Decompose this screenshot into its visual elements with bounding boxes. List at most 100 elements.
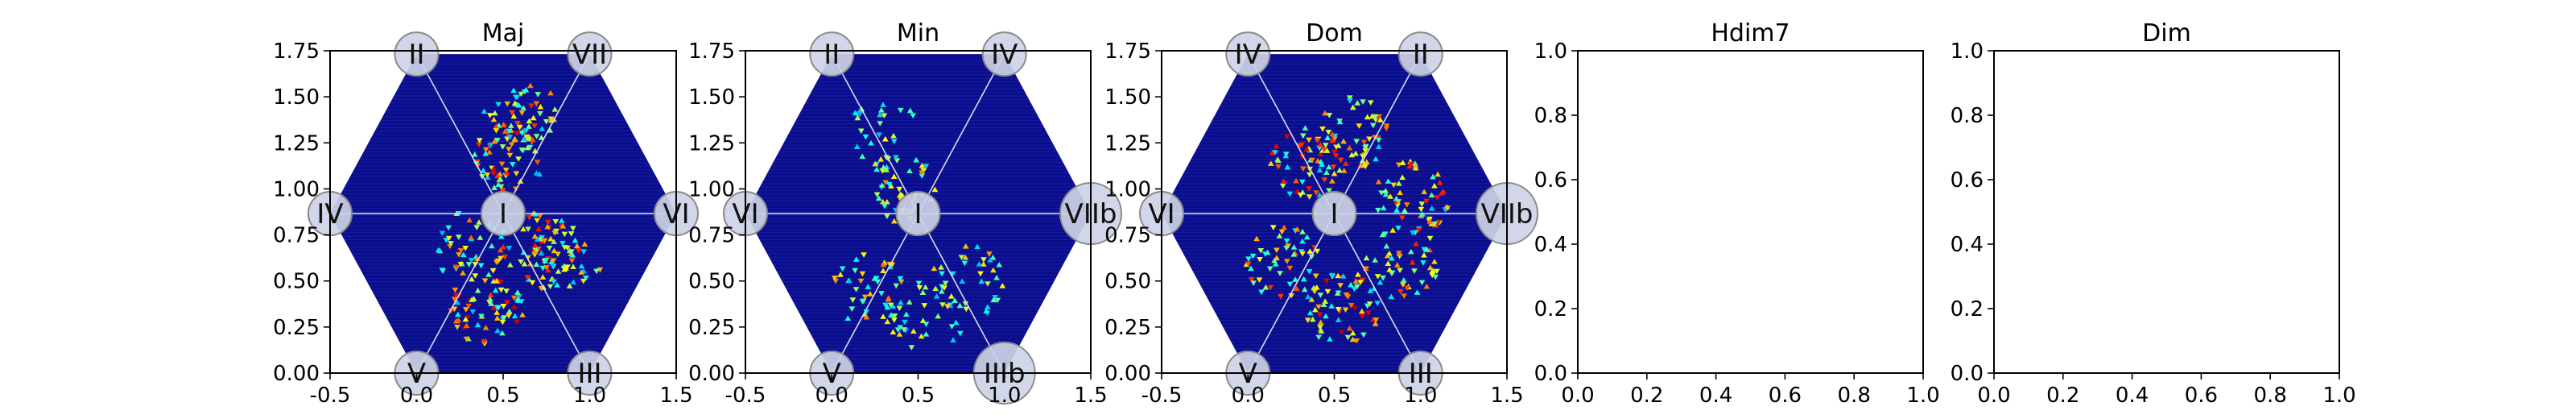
heat-cell [919,162,926,168]
heat-cell [1321,177,1328,183]
x-tick-label: 0.2 [1630,384,1663,408]
heat-cell [1245,261,1252,268]
vertex-node: II [1397,31,1443,77]
heat-cell [1314,248,1321,255]
heat-cell [857,108,863,114]
heat-cell [1311,306,1319,313]
heat-cell [1357,280,1364,285]
heat-cell [1256,277,1263,283]
heat-cell [539,265,547,272]
heat-cell [832,278,839,284]
heat-cell [521,89,528,95]
heat-cell [1400,276,1407,283]
x-tick-label: 1.0 [1906,384,1939,408]
heat-cell [1418,201,1426,207]
heat-cell [1382,231,1389,238]
heat-cell [1426,218,1434,224]
heat-cell [846,277,852,284]
heat-cell [1378,190,1385,196]
heat-cell [1336,167,1343,173]
heat-cell [487,292,494,297]
vertex-node: II [394,31,440,77]
heat-cell [1335,290,1342,297]
y-tick-label: 0.25 [688,316,735,340]
heat-cell [978,278,985,284]
x-tick-label: 0.0 [1232,384,1265,408]
heat-cell [902,319,908,326]
heat-cell [1269,149,1276,156]
heat-cell [1367,100,1374,106]
heat-cell [1277,271,1283,276]
heat-cell [1388,255,1395,261]
heat-cell [1245,256,1252,262]
heat-cell [1275,164,1282,170]
heat-cell [897,299,904,305]
heat-cell [1342,307,1349,313]
heat-cell [1338,330,1345,336]
heat-cell [535,92,542,97]
heat-cell [897,325,904,331]
heat-cell [494,327,501,334]
heat-cell [1308,254,1315,260]
heat-cell [488,243,495,249]
heat-cell [452,264,460,271]
heat-cell [890,173,898,180]
heat-cell [477,263,485,269]
node-label: IV [1235,39,1261,71]
heat-cell [502,168,510,173]
heat-cell [488,301,495,306]
heat-cell [498,161,506,168]
heat-cell [996,261,1003,268]
heat-cell [1353,338,1360,344]
heat-cell [1283,259,1290,264]
heat-cell [1411,268,1418,274]
heat-cell [872,160,879,167]
axes-frame [1993,50,2340,374]
heat-cell [534,218,541,224]
heat-cell [1429,268,1436,273]
heat-cell [1347,98,1353,104]
heat-cell [1332,153,1340,159]
y-tick-label: 0.2 [1534,297,1567,322]
heat-cell [469,297,476,302]
heat-cell [479,174,485,180]
heat-cell [516,294,522,300]
heat-cell [445,235,452,242]
x-tick-label: 1.5 [1490,384,1523,408]
heat-cell [873,166,881,172]
heat-cell [1316,167,1323,172]
heat-cell [512,136,518,143]
heat-cell [527,82,534,89]
center-node: I [1311,191,1357,237]
heat-cell [547,284,554,290]
heat-cell [543,118,550,125]
heat-cell [1324,135,1331,140]
heat-cell [1282,151,1290,157]
heat-cell [510,304,518,309]
heat-cell [1324,288,1331,295]
heat-cell [893,283,900,289]
heat-cell [1402,207,1408,214]
heat-cell [1308,297,1315,302]
heat-cell [1409,230,1416,236]
heat-cell [906,107,914,114]
heat-cell [890,139,898,145]
heat-cell [1360,139,1368,146]
node-label: II [408,39,424,71]
heat-cell [886,181,893,188]
y-tick-label: 1.50 [273,85,320,110]
heat-cell [487,142,494,148]
heat-cell [1267,160,1274,166]
heat-cell [493,259,500,266]
heat-cell [882,180,890,186]
y-tick-label: 0.25 [273,316,320,340]
heat-cell [569,252,576,258]
heat-cell [551,239,557,244]
heat-cell [853,143,861,150]
heat-cell [880,164,887,170]
heat-cell [1304,317,1311,323]
heat-cell [493,315,501,321]
heat-cell [999,283,1006,288]
heat-cell [962,243,969,249]
node-circle [981,31,1027,77]
